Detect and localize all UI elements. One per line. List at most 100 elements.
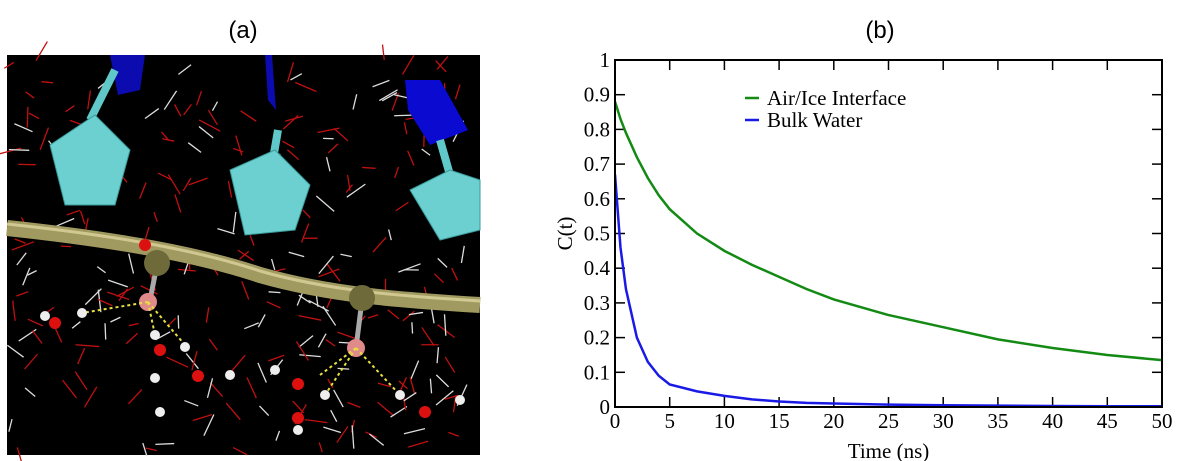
panel-label: (b) xyxy=(865,17,894,44)
water-stick xyxy=(237,249,255,262)
water-stick xyxy=(330,409,338,422)
water-stick xyxy=(157,172,172,181)
water-stick xyxy=(298,294,311,304)
y-tick-label: 0 xyxy=(600,395,611,419)
x-tick-label: 5 xyxy=(664,409,675,433)
water-stick xyxy=(139,182,147,199)
water-stick xyxy=(104,323,107,340)
water-stick xyxy=(75,344,100,348)
water-stick xyxy=(327,378,334,389)
water-stick xyxy=(275,430,281,441)
water-stick xyxy=(352,94,358,110)
water-stick xyxy=(232,211,237,233)
water-stick xyxy=(12,300,16,321)
water-stick xyxy=(377,401,395,417)
water-stick xyxy=(145,447,157,452)
y-axis-label: C(t) xyxy=(553,217,577,251)
water-stick xyxy=(209,381,224,398)
water-stick xyxy=(246,377,257,399)
water-stick xyxy=(107,279,128,288)
water-stick xyxy=(174,194,182,213)
water-stick xyxy=(128,253,135,274)
water-stick xyxy=(381,44,385,61)
water-stick xyxy=(433,273,445,284)
water-stick xyxy=(347,401,361,408)
water-stick xyxy=(155,442,175,445)
water-stick xyxy=(97,289,102,313)
water-stick xyxy=(16,252,27,266)
water-stick xyxy=(198,119,221,132)
water-stick xyxy=(345,184,353,194)
water-stick xyxy=(435,390,454,406)
water-stick xyxy=(444,356,456,373)
water-stick xyxy=(77,347,86,365)
water-stick xyxy=(410,360,420,380)
water-stick xyxy=(31,330,43,344)
water-stick xyxy=(71,321,81,329)
water-stick xyxy=(35,41,48,61)
water-stick xyxy=(211,101,219,111)
x-tick-label: 30 xyxy=(933,409,954,433)
water-stick xyxy=(198,126,214,139)
water-stick xyxy=(28,112,40,120)
water-stick xyxy=(144,108,160,120)
water-stick xyxy=(11,241,35,251)
water-stick xyxy=(394,166,400,179)
legend-label: Bulk Water xyxy=(767,108,862,132)
water-stick xyxy=(41,81,54,84)
water-stick xyxy=(411,322,414,334)
water-stick xyxy=(402,310,415,322)
water-stick xyxy=(436,347,440,364)
water-stick xyxy=(22,267,31,286)
water-stick xyxy=(160,131,170,141)
water-stick xyxy=(87,90,92,110)
water-stick xyxy=(299,354,321,358)
water-stick xyxy=(207,109,219,126)
water-stick xyxy=(203,414,215,436)
water-stick xyxy=(8,149,30,151)
water-stick xyxy=(286,149,300,160)
water-stick xyxy=(3,61,15,69)
water-stick xyxy=(65,105,75,113)
water-stick xyxy=(182,177,192,192)
water-stick xyxy=(16,447,22,461)
legend-label: Air/Ice Interface xyxy=(767,86,906,110)
water-stick xyxy=(403,122,408,135)
water-stick xyxy=(217,228,235,235)
water-stick xyxy=(403,392,417,402)
y-tick-label: 0.4 xyxy=(584,256,611,280)
water-stick xyxy=(295,81,317,93)
water-stick xyxy=(227,180,233,198)
water-stick xyxy=(369,433,385,446)
water-stick xyxy=(184,399,199,407)
water-stick xyxy=(166,356,189,368)
water-stick xyxy=(288,251,305,258)
water-stick xyxy=(235,135,243,156)
water-stick xyxy=(326,263,341,282)
water-stick xyxy=(409,377,416,395)
water-stick xyxy=(192,414,213,422)
water-stick xyxy=(167,174,181,195)
water-stick xyxy=(454,84,461,100)
water-stick xyxy=(83,386,98,408)
water-stick xyxy=(408,440,429,448)
water-stick xyxy=(421,148,431,156)
water-stick xyxy=(116,286,135,297)
water-stick xyxy=(66,209,80,216)
water-stick xyxy=(183,104,192,116)
water-stick xyxy=(315,195,335,212)
water-stick xyxy=(125,332,139,345)
panel-label: (a) xyxy=(228,17,257,44)
water-stick xyxy=(346,183,366,198)
water-stick xyxy=(232,447,248,456)
x-tick-label: 10 xyxy=(714,409,735,433)
y-tick-label: 1 xyxy=(600,48,611,72)
water-stick xyxy=(387,309,400,320)
series-line xyxy=(615,101,1162,362)
y-tick-label: 0.9 xyxy=(584,83,610,107)
water-stick xyxy=(388,229,392,241)
water-stick xyxy=(460,245,465,264)
water-stick xyxy=(322,305,337,326)
water-stick xyxy=(351,425,355,449)
water-stick xyxy=(173,104,182,117)
